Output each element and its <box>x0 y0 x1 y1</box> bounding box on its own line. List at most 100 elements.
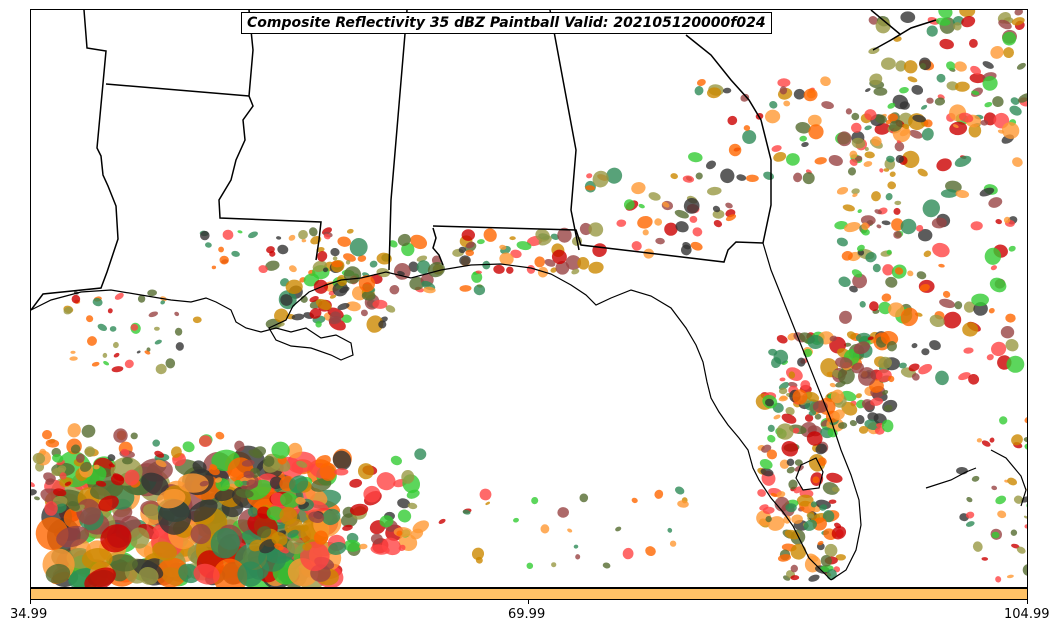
reflectivity-blob <box>465 241 475 249</box>
reflectivity-blob <box>526 562 534 570</box>
reflectivity-blob <box>865 252 877 263</box>
reflectivity-blob <box>112 341 119 349</box>
reflectivity-blob <box>776 335 788 344</box>
reflectivity-blob <box>912 114 927 123</box>
reflectivity-blob <box>919 283 930 292</box>
colorbar-tick <box>528 600 529 604</box>
reflectivity-blob <box>152 541 177 561</box>
reflectivity-blob <box>631 241 642 251</box>
reflectivity-blob <box>881 57 896 70</box>
reflectivity-blob <box>864 151 875 159</box>
reflectivity-blob <box>147 289 157 297</box>
reflectivity-blob <box>310 478 332 492</box>
reflectivity-blob <box>136 350 141 354</box>
reflectivity-blob <box>461 229 475 241</box>
reflectivity-blob <box>885 193 893 201</box>
reflectivity-blob <box>328 316 342 325</box>
reflectivity-blob <box>427 262 445 278</box>
reflectivity-blob <box>803 88 818 102</box>
reflectivity-blob <box>155 557 188 587</box>
reflectivity-blob <box>707 186 722 196</box>
reflectivity-blob <box>247 507 258 517</box>
reflectivity-blob <box>756 510 772 526</box>
reflectivity-blob <box>940 189 958 198</box>
reflectivity-blob <box>773 152 787 162</box>
reflectivity-blob <box>889 171 896 177</box>
reflectivity-blob <box>1003 216 1011 224</box>
reflectivity-blob <box>499 252 514 266</box>
reflectivity-blob <box>828 499 837 504</box>
reflectivity-blob <box>841 401 858 416</box>
reflectivity-blob <box>852 193 858 198</box>
reflectivity-blob <box>843 222 861 233</box>
reflectivity-blob <box>934 97 946 106</box>
reflectivity-blob <box>882 264 894 276</box>
reflectivity-blob <box>769 101 778 109</box>
reflectivity-blob <box>872 263 881 273</box>
reflectivity-blob <box>845 108 853 115</box>
reflectivity-blob <box>867 336 874 341</box>
reflectivity-blob <box>317 251 328 262</box>
reflectivity-blob <box>984 101 993 108</box>
reflectivity-blob <box>859 301 866 308</box>
reflectivity-blob <box>315 455 331 468</box>
reflectivity-blob <box>783 515 791 524</box>
reflectivity-blob <box>141 472 169 496</box>
reflectivity-blob <box>192 460 207 474</box>
border-ne-coast <box>870 10 937 51</box>
border-florida-north <box>432 225 764 263</box>
reflectivity-blob <box>847 167 857 176</box>
reflectivity-blob <box>893 231 902 239</box>
reflectivity-blob <box>1007 477 1017 486</box>
reflectivity-blob <box>237 561 264 587</box>
reflectivity-blob <box>851 362 864 374</box>
reflectivity-blob <box>881 220 891 226</box>
reflectivity-blob <box>781 413 797 424</box>
reflectivity-blob <box>887 113 899 122</box>
reflectivity-blob <box>339 286 350 294</box>
reflectivity-blob <box>814 157 827 165</box>
reflectivity-blob <box>246 479 258 489</box>
reflectivity-blob <box>876 369 892 383</box>
reflectivity-blob <box>893 207 901 215</box>
reflectivity-blob <box>475 270 482 274</box>
reflectivity-blob <box>696 78 706 87</box>
reflectivity-blob <box>984 247 1002 265</box>
reflectivity-blob <box>963 301 976 313</box>
reflectivity-blob <box>477 239 485 245</box>
reflectivity-blob <box>819 504 828 511</box>
reflectivity-blob <box>803 519 817 531</box>
lake-okeechobee <box>795 457 824 491</box>
reflectivity-blob <box>423 286 436 294</box>
reflectivity-blob <box>869 301 879 312</box>
reflectivity-blob <box>642 229 649 236</box>
reflectivity-blob <box>187 499 218 522</box>
reflectivity-blob <box>107 454 116 462</box>
reflectivity-blob <box>795 122 811 134</box>
reflectivity-blob <box>410 234 428 250</box>
reflectivity-blob <box>248 231 258 239</box>
reflectivity-blob <box>577 256 590 270</box>
reflectivity-blob <box>876 224 882 229</box>
reflectivity-blob <box>895 154 904 164</box>
reflectivity-blob <box>981 440 991 447</box>
coast-louisiana-texas <box>31 263 832 581</box>
reflectivity-blob <box>130 432 138 440</box>
reflectivity-blob <box>814 413 822 420</box>
reflectivity-blob <box>917 168 928 177</box>
reflectivity-blob <box>874 426 885 435</box>
reflectivity-blob <box>791 514 803 524</box>
reflectivity-blob <box>963 347 974 354</box>
reflectivity-blob <box>692 227 703 237</box>
reflectivity-blob <box>1014 10 1023 16</box>
reflectivity-blob <box>932 242 950 258</box>
reflectivity-blob <box>871 136 882 147</box>
reflectivity-blob <box>757 489 766 497</box>
border-alabama-florida <box>432 227 444 266</box>
reflectivity-blob <box>289 475 309 493</box>
reflectivity-blob <box>213 558 248 587</box>
reflectivity-blob <box>279 492 299 509</box>
reflectivity-blob <box>773 349 789 365</box>
reflectivity-blob <box>342 524 353 531</box>
reflectivity-blob <box>765 398 774 407</box>
